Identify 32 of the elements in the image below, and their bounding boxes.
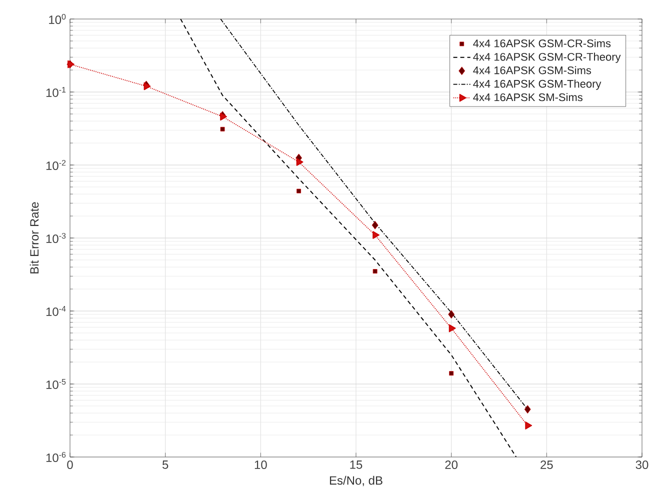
y-tick-label: 10$^{-2}$ [46, 160, 66, 170]
point [372, 231, 380, 239]
y-tick-label: 10$^{-1}$ [46, 87, 66, 97]
legend-label: 4x4 16APSK GSM-CR-Sims [473, 39, 611, 48]
y-tick-label: 10$^{-3}$ [46, 232, 66, 244]
x-axis-title: Es/No, dB [330, 476, 382, 486]
x-tick-label: 25 [540, 460, 553, 470]
point [296, 158, 304, 166]
point [525, 422, 532, 430]
legend-label: 4x4 16APSK GSM-Sims [473, 66, 592, 74]
point [449, 371, 454, 376]
x-tick-label: 30 [636, 460, 648, 470]
y-tick-label: 10$^{-4}$ [46, 306, 66, 316]
x-tick-label: 0 [67, 460, 73, 470]
point [220, 126, 225, 132]
point [524, 405, 531, 414]
point [372, 269, 378, 274]
x-tick-label: 20 [445, 460, 458, 470]
point [448, 310, 455, 319]
point [448, 324, 456, 332]
point [296, 188, 302, 194]
x-tick-label: 15 [350, 460, 362, 469]
x-tick-label: 5 [162, 460, 168, 469]
y-tick-label: 10$^{-6}$ [46, 452, 66, 462]
legend-label: 4x4 16APSK SM-Sims [473, 93, 582, 102]
legend-label: 4x4 16APSK GSM-Theory [473, 80, 602, 90]
y-tick-label: 10$^{-5}$ [46, 379, 66, 389]
point [372, 220, 378, 230]
y-tick-label: 10$^{0}$ [49, 14, 66, 24]
x-tick-label: 10 [254, 460, 267, 470]
y-axis-title: Bit Error Rate [30, 202, 39, 274]
legend-label: 4x4 16APSK GSM-CR-Theory [473, 52, 621, 63]
